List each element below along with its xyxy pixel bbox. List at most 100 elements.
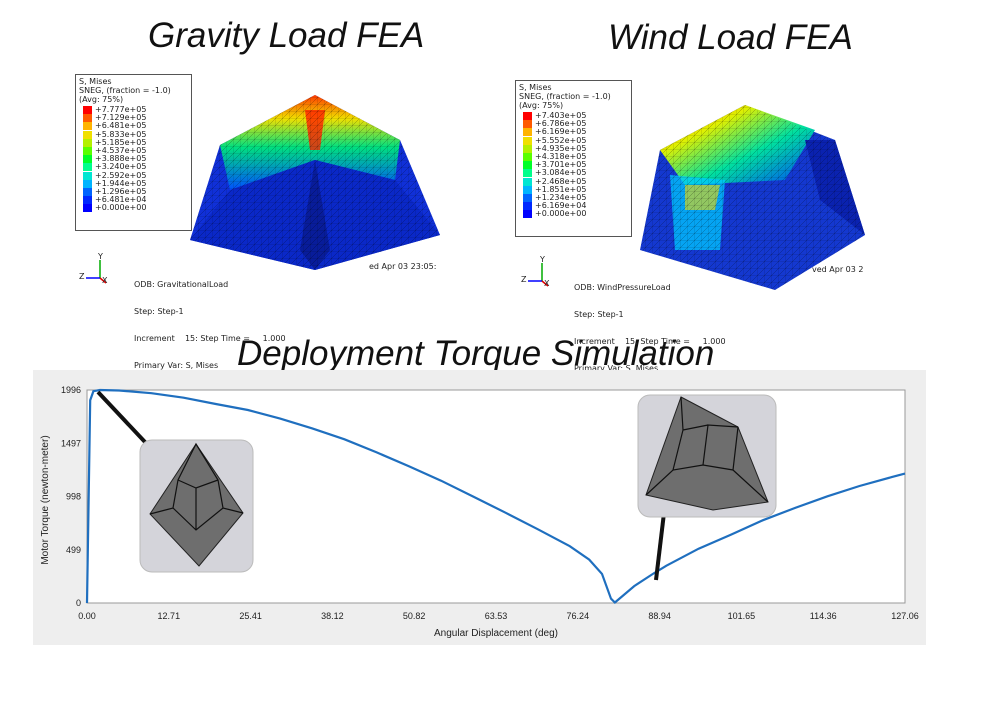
legend-value: +4.935e+05 <box>535 143 587 153</box>
legend-swatch <box>83 163 92 172</box>
legend-row: +0.000e+00 <box>516 209 631 219</box>
legend-swatch <box>83 106 92 114</box>
legend-value: +3.084e+05 <box>535 168 587 178</box>
legend-row: +2.592e+05 <box>76 171 191 180</box>
legend-swatch <box>523 136 532 145</box>
x-tick-label: 127.06 <box>891 611 919 621</box>
legend-row: +1.296e+05 <box>76 186 191 196</box>
legend-row: +6.169e+05 <box>516 127 631 137</box>
legend-value: +6.481e+04 <box>95 195 147 205</box>
legend-swatch <box>83 155 92 164</box>
wind-odb-date: ved Apr 03 2 <box>812 265 864 274</box>
legend-row: +1.944e+05 <box>76 178 191 188</box>
legend-header-line: (Avg: 75%) <box>79 95 124 104</box>
odb-line: Increment 15: Step Time = 1.000 <box>574 337 726 346</box>
legend-row: +1.851e+05 <box>516 184 631 194</box>
x-axis-label: Angular Displacement (deg) <box>434 628 558 639</box>
odb-line: ODB: WindPressureLoad <box>574 283 671 292</box>
legend-swatch <box>523 185 532 194</box>
legend-row: +6.481e+04 <box>76 195 191 205</box>
gravity-title: Gravity Load FEA <box>148 16 425 55</box>
legend-row: +5.185e+05 <box>76 137 191 147</box>
gravity-odb-info: ODB: GravitationalLoad Step: Step-1 Incr… <box>134 262 286 379</box>
x-tick-label: 12.71 <box>158 611 181 621</box>
legend-swatch <box>83 122 92 131</box>
legend-swatch <box>83 179 92 188</box>
legend-row: +7.777e+05 <box>76 105 191 114</box>
y-tick-label: 1497 <box>61 438 81 448</box>
torque-chart-panel: 1996 1497 998 499 0 0.00 12.71 25.41 38.12 50.82… <box>33 370 926 645</box>
legend-row: +3.084e+05 <box>516 168 631 178</box>
x-tick-label: 38.12 <box>321 611 344 621</box>
legend-swatch <box>523 144 532 153</box>
legend-value: +0.000e+00 <box>535 209 587 219</box>
legend-value: +6.169e+05 <box>535 127 587 137</box>
axis-z-label: Z <box>521 275 527 284</box>
wind-legend: S, Mises SNEG, (fraction = -1.0) (Avg: 7… <box>515 80 632 237</box>
axis-x-label: X <box>102 276 108 285</box>
gravity-axis-triad <box>86 260 107 284</box>
legend-value: +1.944e+05 <box>95 178 147 188</box>
x-tick-label: 50.82 <box>403 611 426 621</box>
x-tick-label: 114.36 <box>810 611 837 621</box>
axis-y-label: Y <box>540 255 545 264</box>
legend-value: +1.851e+05 <box>535 184 587 194</box>
right-mechanism-inset <box>637 394 777 581</box>
legend-swatch <box>83 146 92 155</box>
legend-value: +5.185e+05 <box>95 137 147 147</box>
legend-row: +5.552e+05 <box>516 136 631 145</box>
legend-header-line: S, Mises <box>519 83 552 92</box>
legend-value: +7.777e+05 <box>95 105 147 114</box>
x-tick-label: 101.65 <box>728 611 756 621</box>
legend-value: +7.129e+05 <box>95 113 147 123</box>
legend-value: +1.234e+05 <box>535 192 587 202</box>
wind-axis-triad <box>528 263 549 287</box>
legend-value: +6.169e+04 <box>535 201 587 211</box>
legend-value: +1.296e+05 <box>95 186 147 196</box>
legend-value: +2.468e+05 <box>535 176 587 186</box>
legend-swatch <box>523 193 532 202</box>
axis-x-label: X <box>544 279 550 288</box>
gravity-legend: S, Mises SNEG, (fraction = -1.0) (Avg: 7… <box>75 74 192 231</box>
odb-line: Primary Var: S, Mises <box>134 361 219 370</box>
legend-swatch <box>523 169 532 178</box>
left-mechanism-inset <box>96 390 254 573</box>
legend-header-line: (Avg: 75%) <box>519 101 564 110</box>
legend-swatch <box>523 210 532 219</box>
legend-swatch <box>523 202 532 211</box>
legend-row: +4.935e+05 <box>516 143 631 153</box>
legend-row: +6.786e+05 <box>516 119 631 129</box>
odb-line: Step: Step-1 <box>574 310 624 319</box>
legend-swatch <box>523 161 532 170</box>
legend-swatch <box>83 171 92 180</box>
legend-header-line: SNEG, (fraction = -1.0) <box>519 92 611 101</box>
legend-swatch <box>523 152 532 161</box>
legend-value: +4.537e+05 <box>95 145 147 155</box>
x-tick-label: 76.24 <box>567 611 590 621</box>
wind-title: Wind Load FEA <box>608 18 853 57</box>
x-tick-label: 25.41 <box>239 611 262 621</box>
axis-z-label: Z <box>79 272 85 281</box>
legend-swatch <box>83 196 92 205</box>
odb-line: ODB: GravitationalLoad <box>134 280 229 289</box>
legend-header-line: S, Mises <box>79 77 112 86</box>
y-axis-label: Motor Torque (newton-meter) <box>40 435 51 564</box>
legend-value: +5.833e+05 <box>95 129 147 139</box>
wind-fea-mesh <box>640 105 865 290</box>
legend-row: +4.318e+05 <box>516 151 631 161</box>
legend-row: +1.234e+05 <box>516 192 631 202</box>
y-tick-label: 0 <box>76 598 81 608</box>
legend-swatch <box>83 114 92 123</box>
legend-value: +4.318e+05 <box>535 151 587 161</box>
legend-row: +6.481e+05 <box>76 121 191 131</box>
legend-swatch <box>83 187 92 196</box>
legend-row: +4.537e+05 <box>76 145 191 155</box>
legend-swatch <box>523 112 532 120</box>
legend-row: +0.000e+00 <box>76 203 191 213</box>
x-tick-label: 63.53 <box>485 611 508 621</box>
x-tick-label: 88.94 <box>648 611 671 621</box>
y-tick-label: 499 <box>66 545 81 555</box>
legend-row: +6.169e+04 <box>516 201 631 211</box>
y-tick-label: 1996 <box>61 385 81 395</box>
odb-line: Increment 15: Step Time = 1.000 <box>134 334 286 343</box>
